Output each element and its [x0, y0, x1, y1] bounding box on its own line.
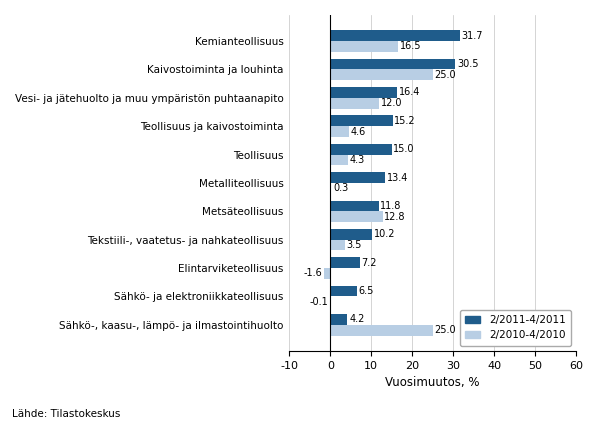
Text: 30.5: 30.5	[457, 59, 478, 69]
Bar	[330, 155, 348, 165]
Text: 16.5: 16.5	[399, 41, 421, 51]
Bar	[330, 69, 432, 80]
Bar	[330, 183, 331, 194]
Text: 0.3: 0.3	[333, 183, 349, 193]
Bar	[330, 257, 360, 268]
Bar	[330, 211, 383, 222]
Text: 12.8: 12.8	[385, 212, 406, 222]
X-axis label: Vuosimuutos, %: Vuosimuutos, %	[385, 376, 480, 389]
Text: 12.0: 12.0	[381, 98, 402, 108]
Text: 3.5: 3.5	[346, 240, 362, 250]
Bar	[324, 268, 330, 279]
Text: 15.0: 15.0	[393, 144, 415, 154]
Text: 7.2: 7.2	[361, 258, 377, 268]
Text: 4.6: 4.6	[351, 127, 366, 136]
Legend: 2/2011-4/2011, 2/2010-4/2010: 2/2011-4/2011, 2/2010-4/2010	[460, 310, 571, 346]
Text: 10.2: 10.2	[374, 229, 395, 239]
Text: 13.4: 13.4	[387, 173, 408, 183]
Bar	[330, 229, 372, 240]
Bar	[330, 286, 357, 296]
Text: 6.5: 6.5	[359, 286, 374, 296]
Text: -0.1: -0.1	[309, 297, 328, 307]
Text: 16.4: 16.4	[399, 88, 420, 97]
Bar	[330, 325, 432, 336]
Bar	[330, 126, 349, 137]
Bar	[330, 144, 392, 155]
Bar	[330, 240, 344, 250]
Bar	[330, 98, 379, 109]
Text: 4.3: 4.3	[349, 155, 365, 165]
Bar	[330, 30, 460, 41]
Bar	[330, 115, 392, 126]
Text: 4.2: 4.2	[349, 314, 364, 325]
Bar	[330, 200, 379, 211]
Text: 25.0: 25.0	[434, 70, 456, 80]
Bar	[330, 172, 385, 183]
Bar	[330, 41, 398, 52]
Bar	[330, 314, 347, 325]
Text: -1.6: -1.6	[303, 269, 322, 278]
Bar	[330, 87, 398, 98]
Text: Lähde: Tilastokeskus: Lähde: Tilastokeskus	[12, 409, 120, 419]
Text: 11.8: 11.8	[380, 201, 402, 211]
Text: 31.7: 31.7	[462, 31, 483, 41]
Text: 25.0: 25.0	[434, 325, 456, 335]
Bar	[330, 59, 455, 69]
Text: 15.2: 15.2	[394, 116, 416, 126]
